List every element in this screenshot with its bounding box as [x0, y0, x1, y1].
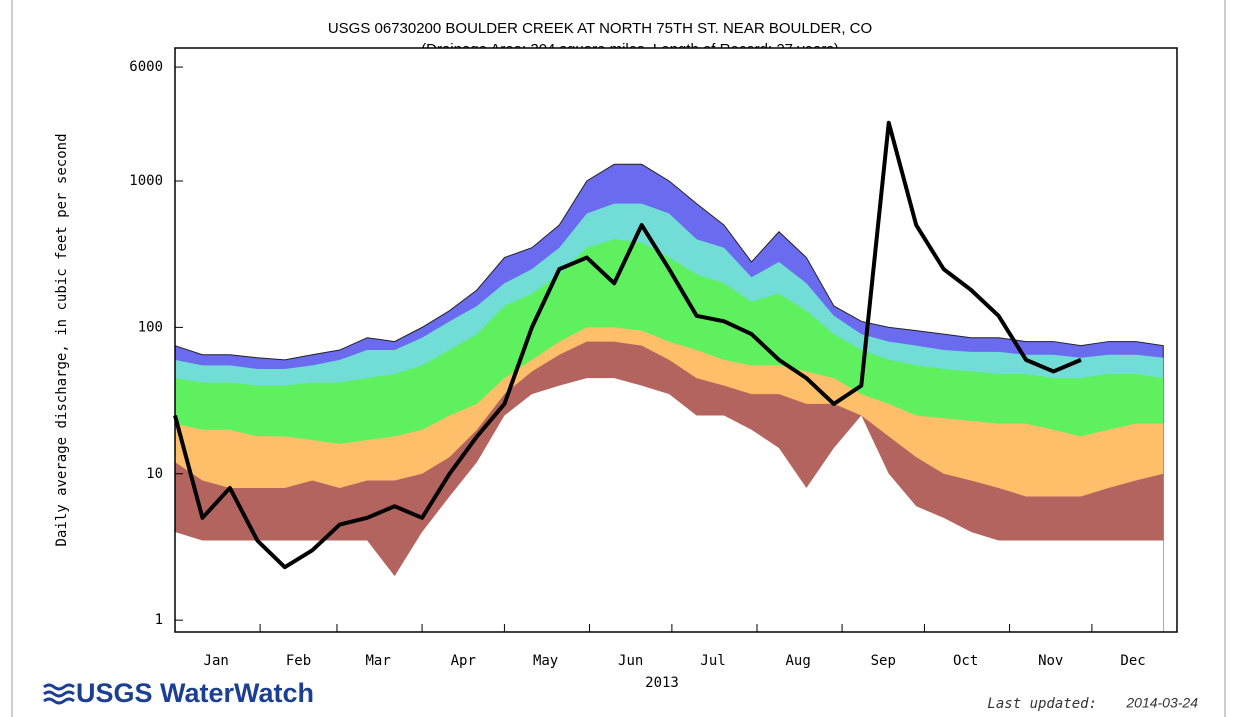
x-tick-label: Feb	[286, 653, 311, 669]
x-tick-label: Oct	[953, 653, 978, 669]
percentile-area	[175, 378, 1164, 632]
y-tick-label: 1000	[129, 173, 163, 189]
y-tick-label: 100	[138, 319, 163, 335]
chart-title: USGS 06730200 BOULDER CREEK AT NORTH 75T…	[328, 20, 872, 37]
plot-frame	[174, 47, 1178, 633]
x-tick-label: May	[533, 653, 558, 669]
flow-line	[173, 120, 1082, 570]
y-axis-label: Daily average discharge, in cubic feet p…	[54, 133, 70, 546]
x-tick-label: Nov	[1038, 653, 1063, 669]
updated-label: Last updated:	[987, 696, 1097, 712]
x-axis-label: 2013	[645, 675, 679, 691]
x-tick-label: Jul	[700, 653, 725, 669]
logo-icon	[43, 683, 75, 705]
x-tick-label: Aug	[786, 653, 811, 669]
x-tick-label: Jun	[618, 653, 643, 669]
updated-date: 2014-03-24	[1125, 695, 1198, 711]
logo-text: USGS WaterWatch	[76, 678, 314, 708]
x-tick-label: Dec	[1120, 653, 1145, 669]
x-tick-label: Apr	[451, 653, 476, 669]
x-tick-label: Mar	[365, 653, 390, 669]
y-tick-label: 10	[146, 466, 163, 482]
x-tick-label: Sep	[871, 653, 896, 669]
y-tick-label: 6000	[129, 59, 163, 75]
y-tick-label: 1	[155, 612, 163, 628]
x-tick-label: Jan	[204, 653, 229, 669]
